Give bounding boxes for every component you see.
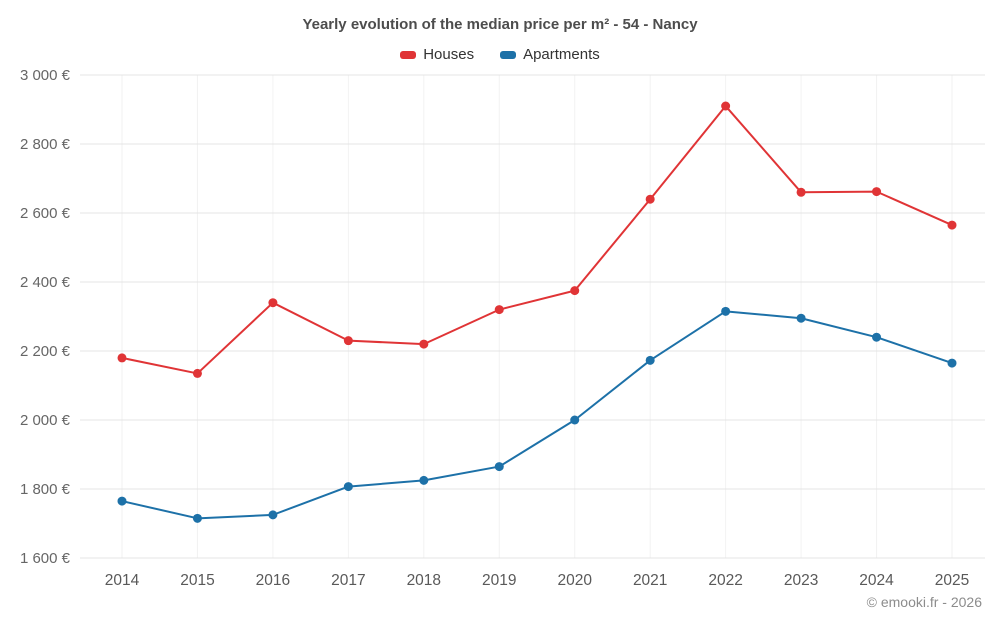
series-line-houses xyxy=(121,105,953,375)
data-point-houses-2016[interactable] xyxy=(268,298,278,308)
legend-item-apartments[interactable]: Apartments xyxy=(500,46,600,63)
data-point-houses-2019[interactable] xyxy=(494,305,504,315)
data-point-houses-2021[interactable] xyxy=(645,194,655,204)
apartments-legend-swatch xyxy=(500,50,517,59)
y-axis-tick-label: 2 200 € xyxy=(20,343,71,360)
copyright: © emooki.fr - 2026 xyxy=(866,594,982,610)
x-axis-tick-label: 2018 xyxy=(407,572,441,589)
data-point-houses-2022[interactable] xyxy=(721,101,731,111)
x-axis-tick-label: 2014 xyxy=(105,572,140,589)
y-axis-tick-label: 3 000 € xyxy=(20,67,71,84)
houses-legend-label: Houses xyxy=(423,46,475,63)
y-axis-tick-label: 1 800 € xyxy=(20,481,71,498)
x-axis-tick-label: 2016 xyxy=(256,572,290,589)
data-point-apartments-2023[interactable] xyxy=(796,313,806,323)
houses-legend-swatch xyxy=(400,50,417,59)
x-axis-tick-label: 2024 xyxy=(859,572,894,589)
data-point-houses-2025[interactable] xyxy=(947,220,957,230)
data-point-houses-2018[interactable] xyxy=(419,339,429,349)
data-point-apartments-2015[interactable] xyxy=(192,513,202,523)
data-point-apartments-2025[interactable] xyxy=(947,358,957,368)
apartments-legend-label: Apartments xyxy=(523,46,600,63)
chart-title: Yearly evolution of the median price per… xyxy=(302,16,698,33)
x-axis-tick-label: 2020 xyxy=(557,572,592,589)
data-point-apartments-2022[interactable] xyxy=(721,306,731,316)
data-point-apartments-2020[interactable] xyxy=(570,415,580,425)
x-axis-tick-label: 2019 xyxy=(482,572,516,589)
series-line-apartments xyxy=(121,310,953,520)
data-point-apartments-2017[interactable] xyxy=(343,482,353,492)
y-axis-tick-label: 2 600 € xyxy=(20,205,71,222)
legend: Houses Apartments xyxy=(0,46,1000,63)
y-axis-tick-label: 2 400 € xyxy=(20,274,71,291)
data-point-houses-2023[interactable] xyxy=(796,187,806,197)
data-point-apartments-2018[interactable] xyxy=(419,475,429,485)
legend-item-houses[interactable]: Houses xyxy=(400,46,474,63)
data-point-houses-2014[interactable] xyxy=(117,353,127,363)
data-point-apartments-2021[interactable] xyxy=(645,355,655,365)
y-axis-tick-label: 2 800 € xyxy=(20,136,71,153)
data-point-houses-2017[interactable] xyxy=(343,336,353,346)
data-point-houses-2024[interactable] xyxy=(872,187,882,197)
x-axis-tick-label: 2023 xyxy=(784,572,818,589)
data-point-apartments-2019[interactable] xyxy=(494,462,504,472)
x-axis-tick-label: 2021 xyxy=(633,572,667,589)
y-axis-tick-label: 2 000 € xyxy=(20,412,71,429)
y-axis-tick-label: 1 600 € xyxy=(20,550,71,567)
x-axis-tick-label: 2025 xyxy=(935,572,969,589)
x-axis-tick-label: 2017 xyxy=(331,572,365,589)
data-point-houses-2020[interactable] xyxy=(570,286,580,296)
x-axis-tick-label: 2015 xyxy=(180,572,214,589)
data-point-apartments-2014[interactable] xyxy=(117,496,127,506)
data-point-houses-2015[interactable] xyxy=(192,368,202,378)
x-axis-tick-label: 2022 xyxy=(708,572,742,589)
data-point-apartments-2024[interactable] xyxy=(872,332,882,342)
data-point-apartments-2016[interactable] xyxy=(268,510,278,520)
